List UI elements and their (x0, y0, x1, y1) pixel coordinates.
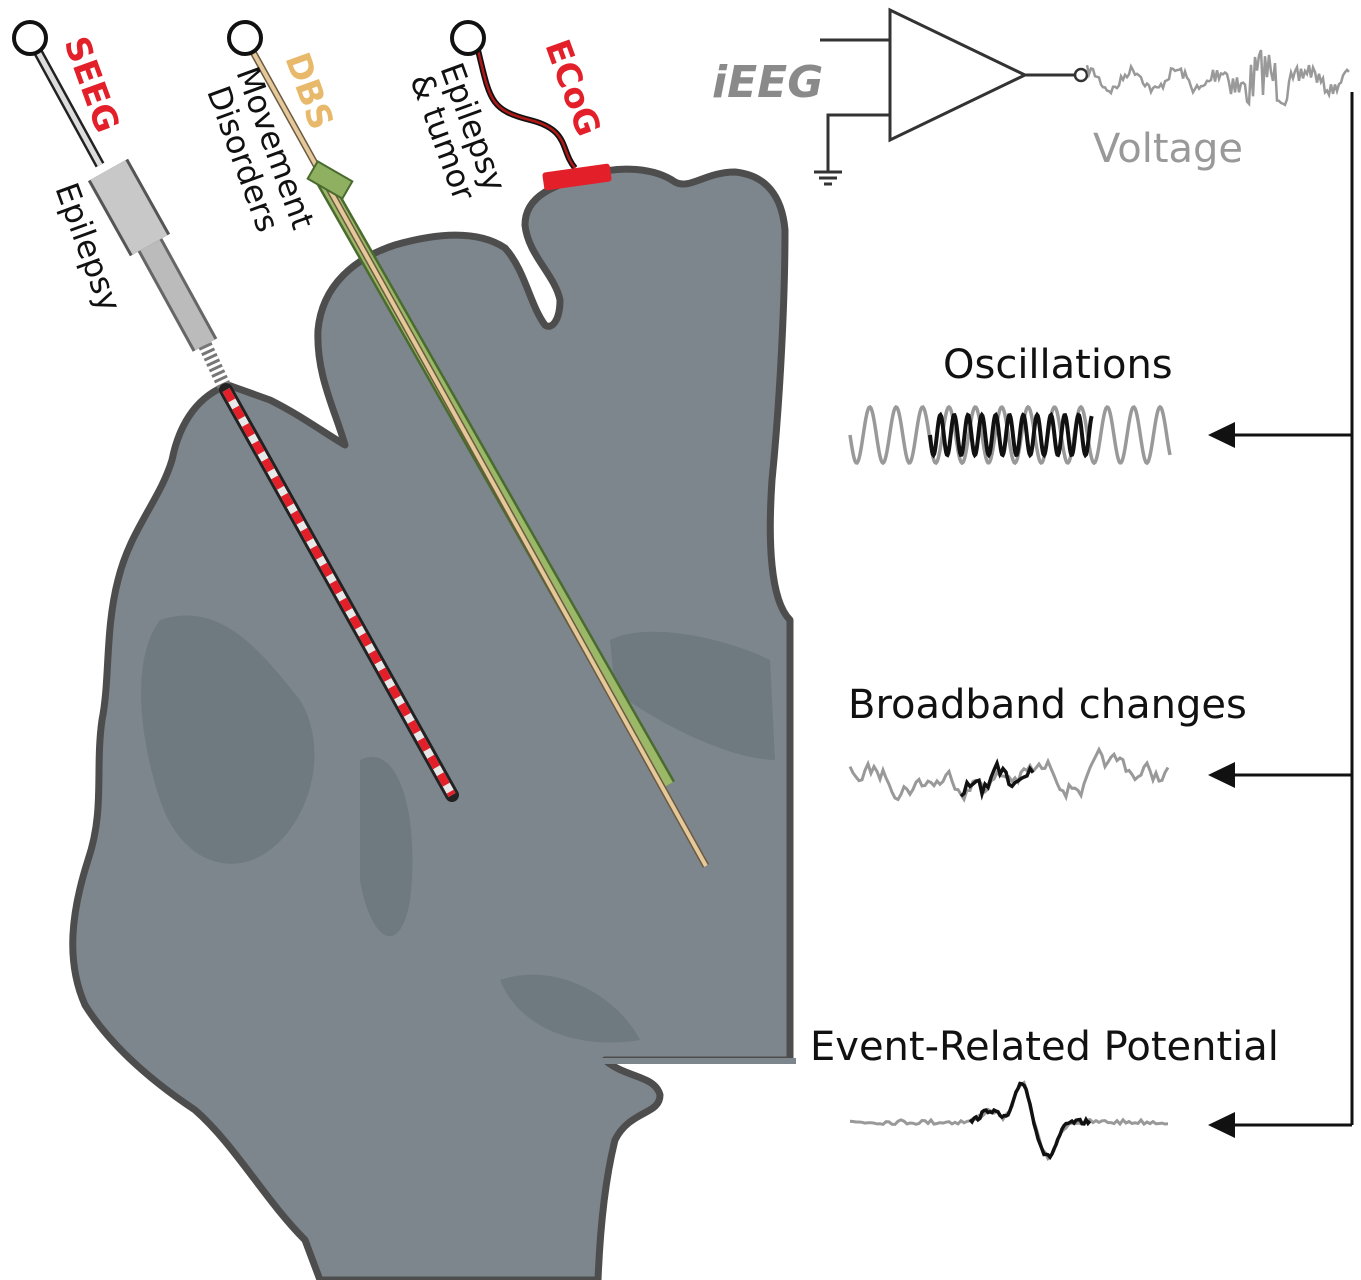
seeg-contacts-red (222, 388, 456, 797)
amp-ground (814, 113, 890, 186)
signal-label: Broadband changes (848, 682, 1247, 728)
seeg-housing-fill (90, 160, 168, 255)
ecog-use-group: Epilepsy & tumor (402, 58, 517, 217)
amp-output-node (1073, 67, 1089, 83)
oscillation-trace (848, 404, 1172, 466)
arrowhead (1208, 762, 1235, 788)
brain-notch (596, 1058, 796, 1064)
dbs-cap (306, 159, 354, 201)
signal-bus (1230, 92, 1354, 1127)
seeg-label: SEEG (56, 31, 127, 138)
erp-highlight (968, 1081, 1092, 1161)
ecog-use: Epilepsy & tumor (402, 58, 517, 217)
amplifier-label: iEEG (712, 57, 823, 108)
seeg-barrel-fill (140, 239, 215, 351)
signal-label: Oscillations (943, 342, 1173, 388)
ecog-connector (450, 20, 486, 56)
oscillation-highlight (928, 411, 1094, 459)
amplifier (888, 7, 1029, 143)
seeg-label-group: SEEG (56, 31, 127, 138)
voltage-label: Voltage (1093, 126, 1243, 172)
erp-trace (849, 1080, 1169, 1162)
signal-label: Event-Related Potential (810, 1024, 1279, 1070)
ecog-wire-red (476, 49, 576, 169)
seeg-wire-core (35, 50, 103, 167)
arrowhead (1208, 422, 1235, 448)
brain-shade (141, 615, 775, 1043)
ecog-pad (542, 163, 612, 191)
arrowhead (1208, 1112, 1235, 1138)
seeg-connector (12, 20, 48, 56)
broadband-highlight (959, 758, 1035, 801)
voltage-trace (1085, 49, 1350, 107)
seeg-screw (198, 342, 232, 391)
broadband-trace (848, 746, 1170, 803)
dbs-connector (227, 20, 263, 56)
